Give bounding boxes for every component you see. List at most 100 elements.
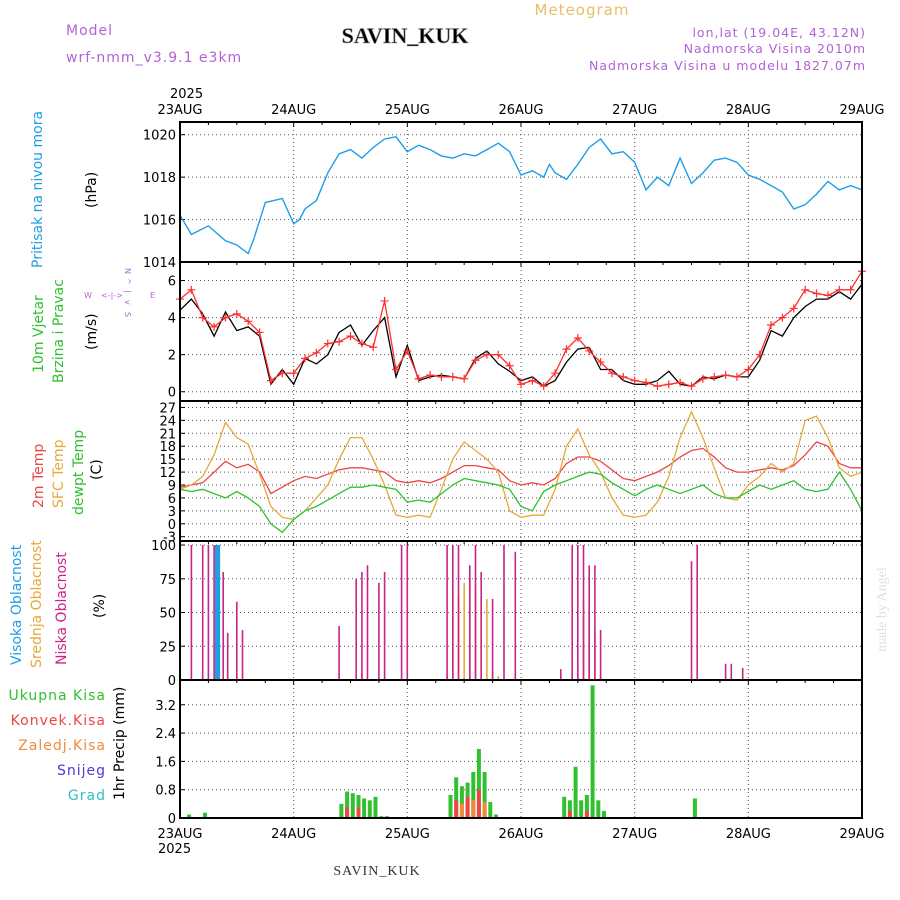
bar-niska-oblacnost	[446, 545, 448, 680]
bar-niska-oblacnost	[190, 545, 193, 680]
gust-point	[471, 356, 480, 365]
bar-ukupna-kisa	[562, 796, 567, 818]
time-tick-label-bottom: 27AUG	[612, 827, 657, 842]
bar-konvek-kisa	[345, 807, 350, 818]
gust-point	[732, 372, 741, 381]
bar-konvek-kisa	[476, 789, 481, 818]
bar-niska-oblacnost	[560, 669, 562, 680]
bar-niska-oblacnost	[383, 572, 386, 680]
bar-niska-oblacnost	[491, 599, 494, 680]
gust-point	[778, 313, 787, 322]
gust-point	[664, 380, 673, 389]
bar-niska-oblacnost	[480, 572, 482, 680]
gust-point	[789, 304, 798, 313]
y-tick-label: 18	[159, 440, 176, 455]
bar-niska-oblacnost	[594, 565, 596, 680]
gust-point	[687, 382, 696, 391]
time-tick-label-top: 23AUG	[157, 103, 202, 118]
bar-niska-oblacnost	[474, 545, 477, 680]
bar-niska-oblacnost	[355, 578, 357, 680]
gust-point	[380, 296, 389, 305]
gust-point	[346, 332, 355, 341]
bar-niska-oblacnost	[724, 663, 727, 680]
bar-ukupna-kisa	[345, 791, 350, 818]
bar-niska-oblacnost	[469, 565, 471, 680]
temp-label-dewpt: dewpt Temp	[71, 430, 87, 515]
compass-ns-up: ^	[123, 278, 132, 285]
y-tick-label: 1014	[143, 256, 176, 271]
bar-niska-oblacnost	[378, 582, 380, 680]
bar-konvek-kisa	[567, 810, 572, 818]
gust-point	[414, 374, 423, 383]
bar-srednja-oblacnost	[497, 676, 500, 680]
time-tick-label-bottom: 23AUG	[157, 827, 202, 842]
bar-ukupna-kisa	[579, 800, 584, 818]
bar-ukupna-kisa	[203, 812, 207, 818]
bar-ukupna-kisa	[459, 786, 464, 818]
cloud-label-high: Visoka Oblacnost	[9, 544, 25, 665]
y-tick-label: -3	[163, 531, 176, 546]
gust-point	[460, 374, 469, 383]
time-tick-label-top: 27AUG	[612, 103, 657, 118]
bar-ukupna-kisa	[488, 802, 493, 818]
compass-s: S	[123, 312, 132, 317]
gust-point	[744, 365, 753, 374]
y-tick-label: 2	[168, 349, 176, 364]
y-tick-label: 50	[159, 607, 176, 622]
y-tick-label: 1016	[143, 214, 176, 229]
bar-zaledj-kisa	[459, 803, 464, 818]
footer-station: SAVIN_KUK	[333, 864, 420, 879]
bar-visoka-oblacnost	[217, 545, 221, 680]
gust-point	[721, 371, 730, 380]
bar-ukupna-kisa	[187, 814, 192, 818]
gust-point	[698, 374, 707, 383]
top-time-axis: 23AUG 24AUG 25AUG 26AUG 27AUG 28AUG 29AUG	[157, 103, 884, 118]
product-title: Meteogram	[535, 1, 630, 19]
precip-unit: 1hr Precip (mm)	[112, 687, 128, 800]
bar-niska-oblacnost	[241, 630, 244, 680]
time-tick-label-top: 28AUG	[726, 103, 771, 118]
gust-point	[801, 285, 810, 294]
legend-snijeg: Snijeg	[57, 763, 106, 779]
y-tick-label: 100	[151, 539, 176, 554]
gust-point	[767, 321, 776, 330]
gust-point	[403, 346, 412, 355]
y-tick-label: 2.4	[155, 727, 176, 742]
wind-title-line1: 10m Vjetar	[31, 295, 47, 373]
y-tick-label: 15	[159, 453, 176, 468]
panel-cloud: 0 25 50 75 100	[151, 539, 863, 689]
bar-niska-oblacnost	[207, 545, 210, 680]
y-tick-label: 0	[168, 812, 176, 827]
bar-ukupna-kisa	[573, 766, 578, 818]
bar-zaledj-kisa	[471, 800, 476, 818]
bar-niska-oblacnost	[514, 551, 517, 680]
y-tick-label: 1.6	[155, 755, 176, 770]
legend-zaledj: Zaledj.Kisa	[18, 738, 106, 754]
panel-pressure: 1014 1016 1018 1020	[143, 121, 863, 271]
altitude-text: Nadmorska Visina 2010m	[684, 41, 866, 56]
year-top: 2025	[170, 87, 203, 102]
bar-niska-oblacnost	[361, 572, 363, 680]
gust-point	[846, 285, 855, 294]
y-tick-label: 1020	[143, 129, 176, 144]
y-tick-label: 0	[168, 674, 176, 689]
y-tick-label: 0	[168, 386, 176, 401]
bar-ukupna-kisa	[476, 749, 481, 818]
bar-ukupna-kisa	[471, 772, 476, 818]
gust-point	[255, 328, 264, 337]
bar-niska-oblacnost	[452, 545, 454, 680]
bar-niska-oblacnost	[730, 663, 733, 680]
bar-zaledj-kisa	[482, 802, 487, 818]
bar-niska-oblacnost	[213, 545, 215, 680]
bar-ukupna-kisa	[339, 803, 344, 818]
gust-point	[494, 350, 503, 359]
gust-point	[198, 313, 207, 322]
gust-point	[551, 369, 560, 378]
gust-point	[517, 380, 525, 389]
y-tick-label: 0	[168, 518, 176, 533]
gust-point	[835, 285, 844, 294]
bar-niska-oblacnost	[226, 632, 229, 680]
pressure-title: Pritisak na nivou mora	[30, 111, 46, 268]
gust-point	[585, 346, 594, 355]
panel-precip: 0 0.8 1.6 2.4 3.2	[155, 679, 863, 827]
